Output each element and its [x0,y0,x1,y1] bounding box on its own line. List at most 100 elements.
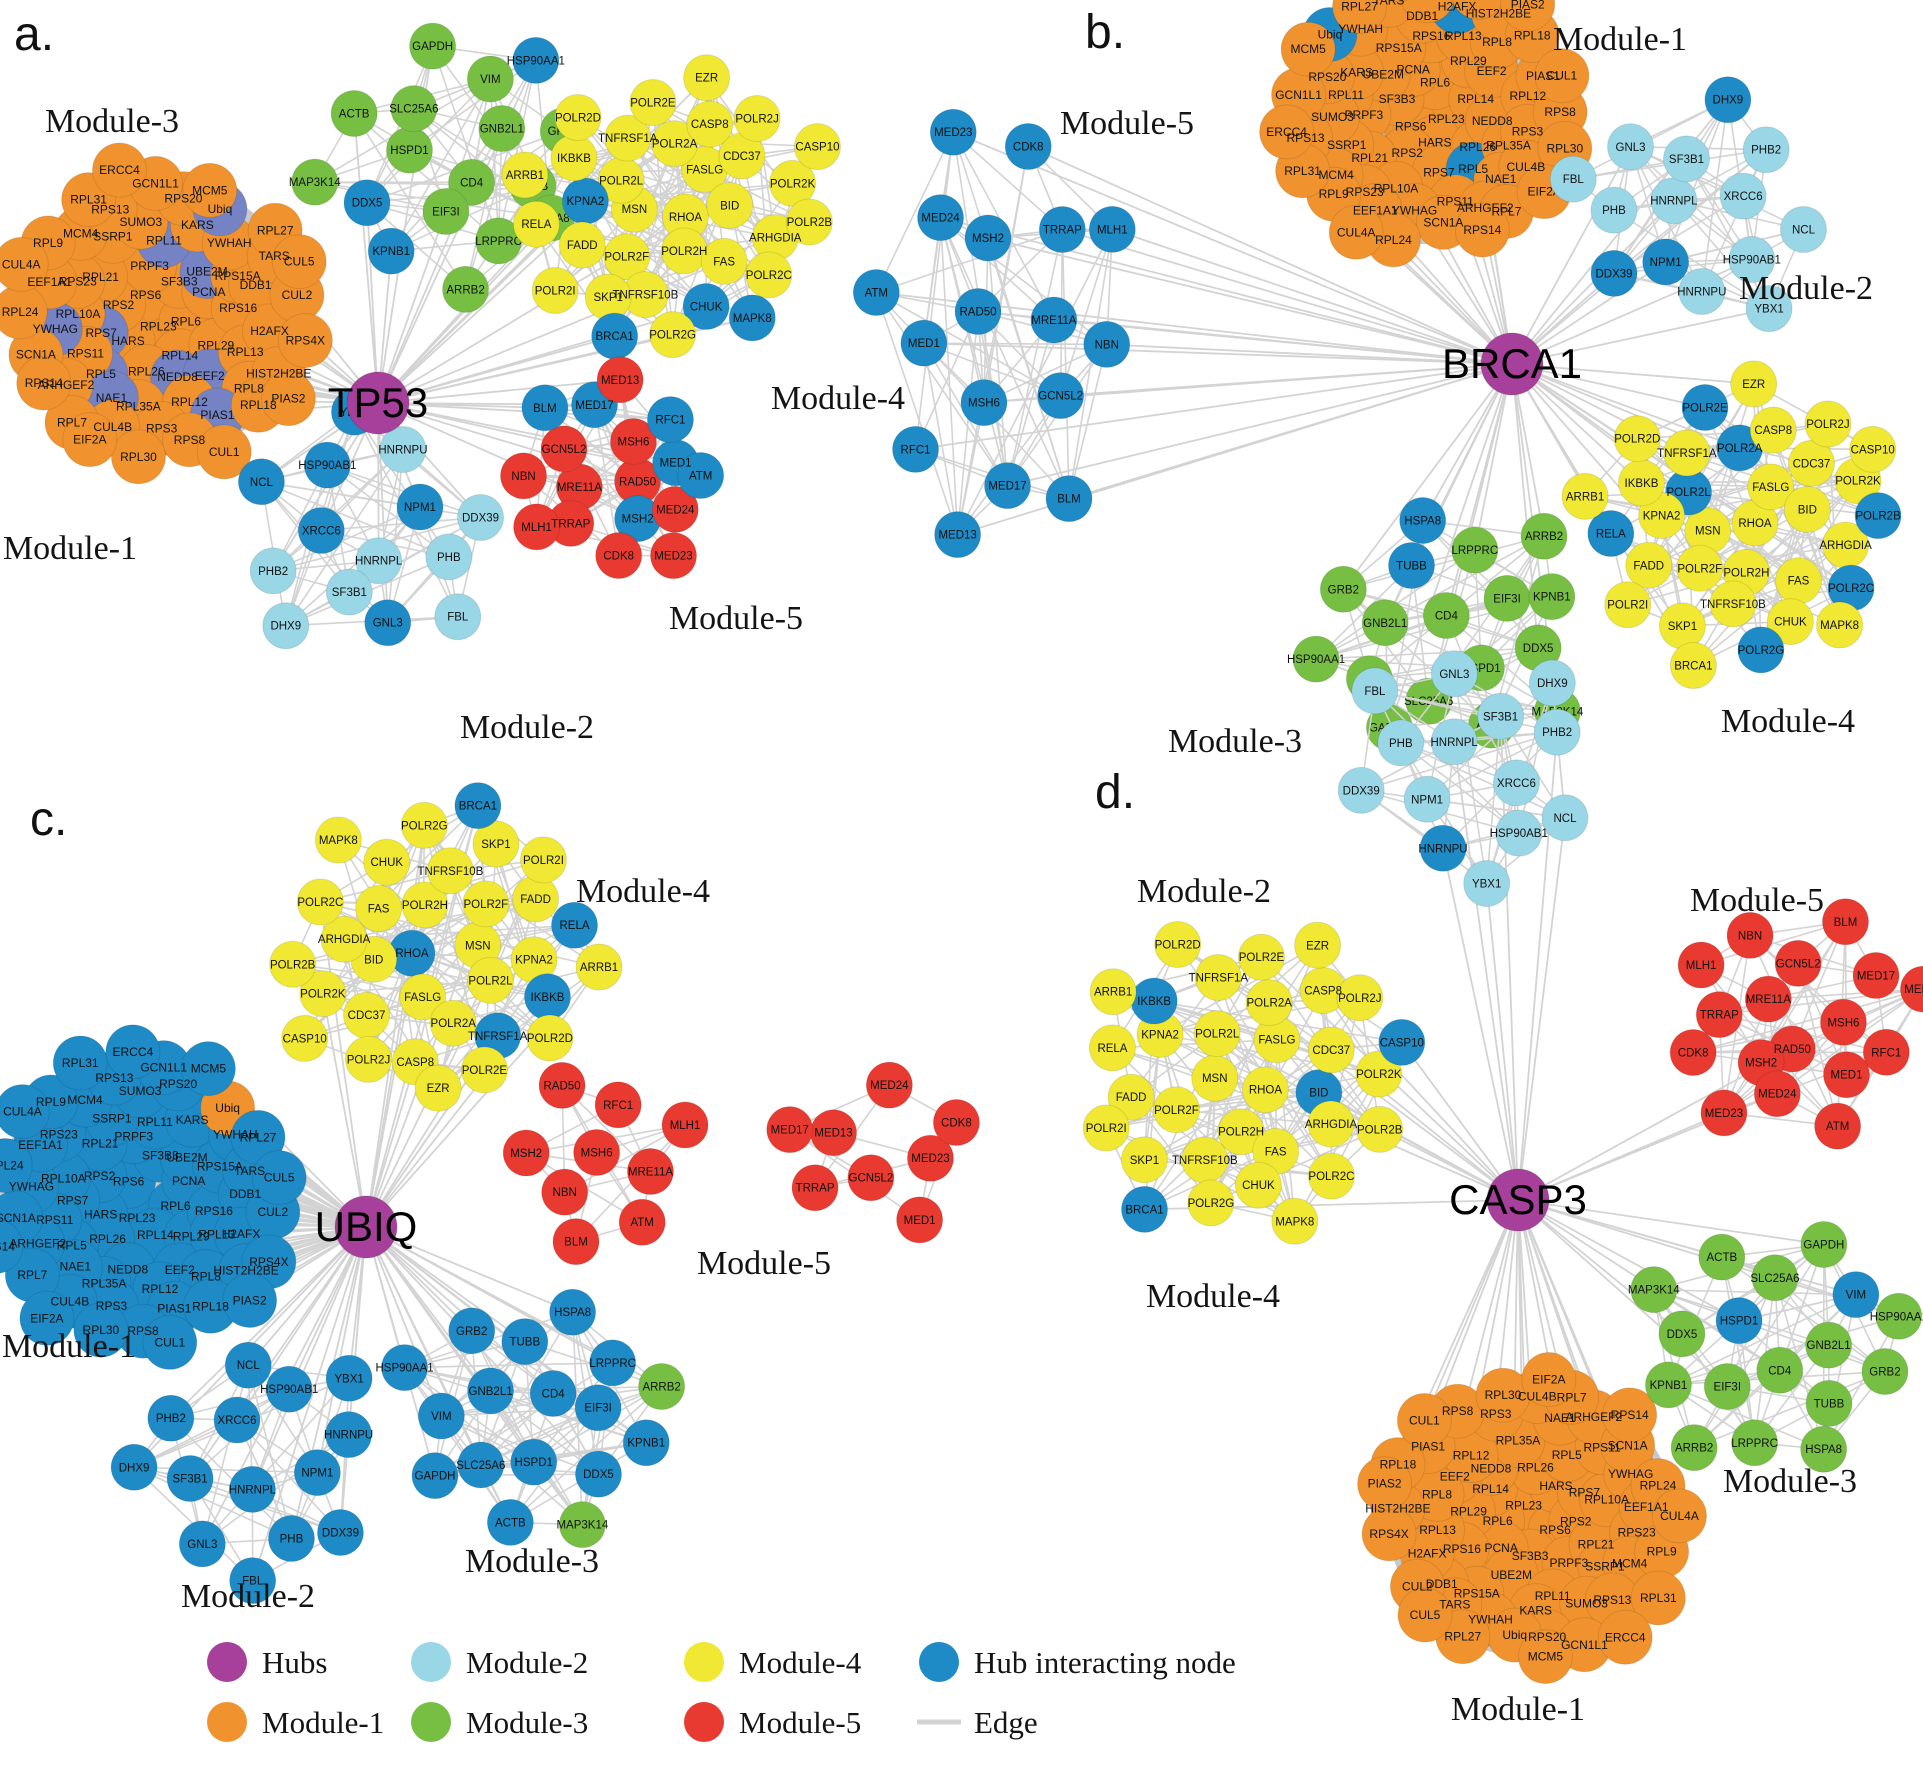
gene-node-label: POLR2G [1188,1198,1235,1210]
edge [1315,597,1508,660]
gene-node-label: MED23 [911,1153,949,1165]
gene-node-label: SF3B1 [1669,154,1704,166]
gene-node-label: SKP1 [594,292,623,304]
gene-node [510,1438,558,1486]
gene-node [363,838,411,886]
gene-node [1492,759,1540,807]
hub-edge [1423,1199,1519,1421]
gene-node [622,1419,670,1467]
gene-node-label: YWHAG [9,1180,54,1194]
gene-node-label: HSPD1 [1720,1316,1758,1328]
gene-node-label: RPL23 [1505,1498,1542,1512]
gene-node-label: RELA [1596,529,1626,541]
gene-node [1730,360,1778,408]
gene-node [1004,122,1052,170]
hub-edge [170,1226,367,1419]
gene-node-label: KARS [1340,66,1373,80]
gene-node-label: POLR2H [1723,567,1769,579]
module-label: Module-3 [45,103,179,140]
gene-node-label: CUL2 [1402,1579,1433,1593]
gene-node-label: HSPD1 [515,1457,553,1469]
gene-node [1587,510,1635,558]
gene-node-label: Ubiq [1318,27,1343,41]
gene-node [1814,1102,1862,1150]
gene-node-label: RPL7 [57,415,87,429]
gene-node-label: RPS7 [57,1194,89,1208]
gene-node-label: RPL7 [1557,1390,1587,1404]
gene-node-label: IKBKB [1137,996,1171,1008]
gene-node [1804,400,1852,448]
gene-node-label: ACTB [339,108,370,120]
gene-node [1154,921,1202,969]
gene-node-label: Ubiq [208,202,233,216]
gene-node [457,493,505,541]
hub-edge [377,402,389,623]
gene-node-label: YBX1 [1472,879,1501,891]
gene-node [472,820,520,868]
gene-node-label: POLR2K [770,178,816,190]
gene-node-label: YBX1 [1754,304,1783,316]
gene-node [1387,0,1409,3]
gene-node-label: RPL13 [227,345,264,359]
edge [1721,1257,1756,1443]
gene-node-label: RPS14 [25,376,63,390]
hub-edge [377,211,447,404]
gene-node-label: TUBB [1814,1398,1845,1410]
gene-node-label: RPL26 [89,1232,126,1246]
module-label: Module-2 [181,1578,315,1615]
hub-edge [377,402,638,483]
gene-node-label: SSRP1 [93,229,133,243]
gene-node-label: EEF2 [165,1263,195,1277]
gene-node [466,55,514,103]
gene-node-label: DHX9 [1713,95,1744,107]
edge [593,404,620,556]
edge [1700,921,1846,966]
gene-node [1280,21,1336,77]
gene-node-label: RPL21 [1578,1538,1615,1552]
hub-edge [365,1226,526,1343]
gene-node-label: PHB [437,552,461,564]
hub-edge [321,993,367,1228]
edge [1613,209,1770,310]
gene-node-label: CDK8 [1013,141,1044,153]
gene-node-label: RPS13 [95,1071,133,1085]
edge [939,217,959,535]
gene-node-label: MSH2 [1745,1058,1777,1070]
hub-edge [1442,848,1519,1201]
gene-node [501,1318,549,1366]
gene-node-label: RPL8 [1482,35,1512,49]
gene-node-label: EIF2A [1532,1373,1565,1387]
gene-node-label: SKP1 [481,839,510,851]
gene-node-label: DDB1 [1406,9,1438,23]
edge [201,1365,250,1545]
edge [353,112,500,242]
edge [480,1311,574,1466]
gene-node-label: VIM [431,1411,451,1423]
hub-edge [377,260,725,404]
gene-node-label: MLH1 [670,1120,701,1132]
gene-node-label: GNL3 [1616,142,1646,154]
hub-edge [1027,145,1513,365]
gene-node [1528,573,1576,621]
gene-node-label: EIF3I [584,1403,611,1415]
gene-node [417,1392,465,1440]
edge [201,1377,350,1545]
gene-node [1670,1424,1718,1472]
gene-node-label: TNFRSF1A [1189,973,1249,985]
gene-node-label: SUMO3 [119,215,162,229]
gene-node [1704,76,1752,124]
gene-node-label: DHX9 [119,1462,150,1474]
edge [404,1366,647,1444]
gene-node-label: SF3B3 [161,274,198,288]
gene-node-label: RPS23 [40,1128,78,1142]
gene-node-label: SSRP1 [92,1112,132,1126]
gene-node-label: EZR [695,73,718,85]
hub-edge [987,237,1513,365]
gene-node [785,198,833,246]
gene-node-label: EEF2 [1477,64,1507,78]
gene-node-label: SCN1A [16,348,56,362]
gene-node [178,1520,226,1568]
gene-node-label: RHOA [1738,518,1772,530]
gene-node-label: MSH2 [622,514,654,526]
gene-node-label: HSP90AA1 [375,1363,433,1375]
